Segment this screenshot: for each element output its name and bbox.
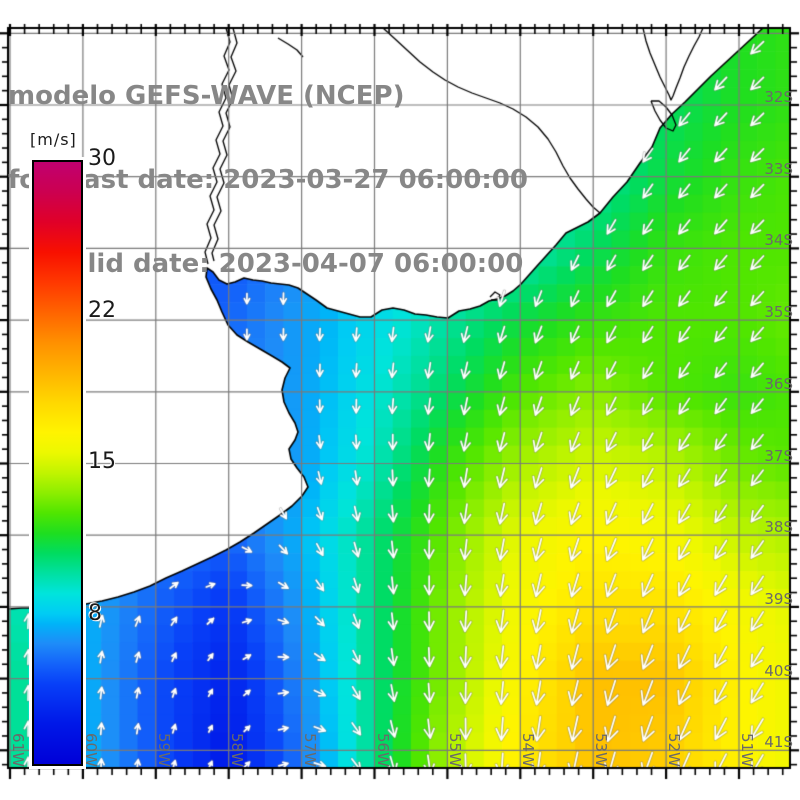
- forecast-date-line: forecast date: 2023-03-27 06:00:00: [8, 165, 528, 195]
- lon-label: 53W: [592, 733, 611, 767]
- lat-label: 37S: [764, 446, 793, 465]
- colorbar-tick-label: 15: [88, 449, 116, 474]
- lat-label: 40S: [764, 661, 793, 680]
- lat-label: 35S: [764, 303, 793, 322]
- model-name-title: modelo GEFS-WAVE (NCEP): [8, 81, 405, 111]
- colorbar-tick-label: 22: [88, 297, 116, 323]
- lat-label: 33S: [764, 159, 793, 178]
- lon-label: 52W: [665, 733, 684, 767]
- colorbar-unit-label: [m/s]: [30, 130, 77, 149]
- lat-label: 39S: [764, 589, 793, 608]
- lat-label: 38S: [764, 518, 793, 537]
- valid-date-line: valid date: 2023-04-07 06:00:00: [53, 249, 524, 279]
- lon-label: 56W: [373, 733, 392, 767]
- lon-label: 60W: [81, 733, 100, 767]
- lat-label: 32S: [764, 88, 793, 106]
- lon-label: 54W: [519, 733, 538, 767]
- colorbar-gradient-bar: [32, 160, 83, 766]
- colorbar-tick-label: 8: [88, 600, 102, 626]
- lon-label: 51W: [738, 733, 756, 767]
- lon-label: 58W: [227, 733, 246, 767]
- lat-label: 36S: [764, 374, 793, 393]
- lat-label: 34S: [764, 231, 793, 250]
- lon-label: 57W: [300, 733, 319, 767]
- lon-label: 61W: [9, 733, 27, 767]
- colorbar-tick-label: 30: [88, 146, 116, 171]
- title-block: modelo GEFS-WAVE (NCEP) forecast date: 2…: [8, 26, 528, 334]
- lat-label: 41S: [764, 733, 793, 752]
- lon-label: 59W: [154, 733, 173, 767]
- lon-label: 55W: [446, 733, 465, 767]
